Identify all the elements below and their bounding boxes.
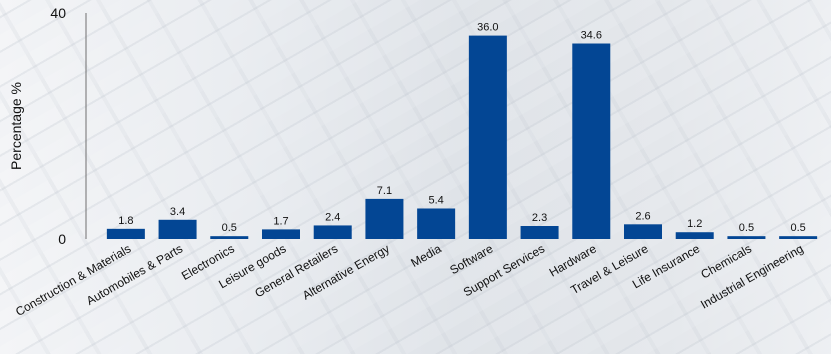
bar-value-label: 0.5 <box>222 222 237 234</box>
bar-value-label: 2.3 <box>532 212 547 224</box>
category-label: Automobiles & Parts <box>84 241 185 307</box>
bar-value-label: 0.5 <box>739 222 754 234</box>
bar-value-label: 36.0 <box>477 22 498 34</box>
category-label: Media <box>408 241 444 270</box>
bar <box>468 35 507 239</box>
bar <box>417 208 456 239</box>
bar <box>727 236 766 239</box>
bar-value-label: 3.4 <box>170 206 185 218</box>
bar-value-label: 7.1 <box>377 185 392 197</box>
bar <box>313 225 352 239</box>
y-axis-title: Percentage % <box>8 82 24 170</box>
bar <box>779 236 818 239</box>
bar <box>624 224 662 239</box>
value-labels: 1.8 3.4 0.5 1.7 2.4 7.1 5.4 36.0 2.3 34.6 2.6 1.2 0.… <box>118 22 806 235</box>
bar-value-label: 2.6 <box>635 210 650 222</box>
bar-value-label: 1.8 <box>118 215 133 227</box>
bar <box>106 228 145 239</box>
bar <box>365 198 404 239</box>
bar <box>572 43 611 240</box>
bar-value-label: 34.6 <box>581 30 602 42</box>
y-tick-label: 40 <box>50 5 66 21</box>
category-label: Alternative Energy <box>300 241 392 302</box>
bar-value-label: 0.5 <box>790 222 805 234</box>
bar-value-label: 1.2 <box>687 218 702 230</box>
bars <box>106 35 818 240</box>
bar-value-label: 1.7 <box>273 215 288 227</box>
bar <box>675 232 714 239</box>
y-tick-label: 0 <box>58 231 66 247</box>
bar <box>262 229 300 239</box>
bar <box>158 219 197 239</box>
bar-value-label: 2.4 <box>325 211 340 223</box>
bar-value-label: 5.4 <box>428 194 443 206</box>
bar <box>210 236 249 239</box>
bar <box>520 226 559 239</box>
y-axis-ticks: 0 40 <box>50 5 66 247</box>
